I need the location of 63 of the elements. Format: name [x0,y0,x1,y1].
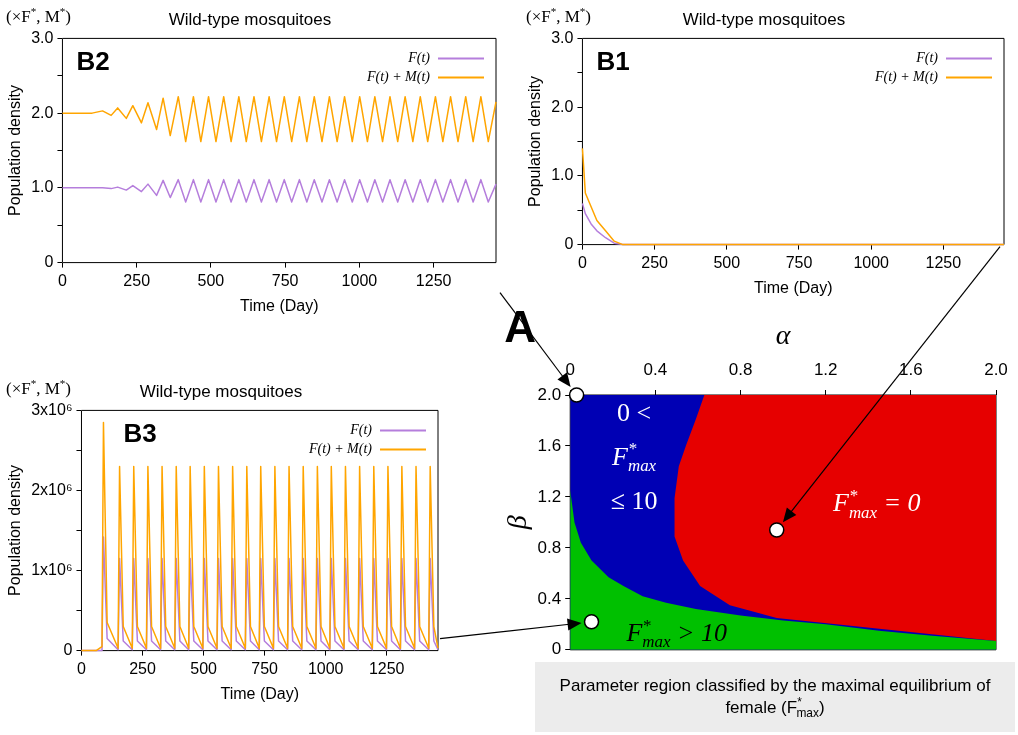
chart-title: Wild-type mosquitoes [139,381,303,401]
y-tick-label: 0 [564,235,574,253]
x-tick-label: 1250 [368,659,405,677]
legend-label: F(t) [915,50,939,67]
y-tick-label: 3.0 [551,28,574,46]
y-tick-label: 1.6 [537,435,562,455]
y-tick-label: 3x10⁶ [31,400,73,418]
x-tick-label: 750 [251,659,279,677]
y-tick-label: 2.0 [551,97,574,115]
y-tick-label: 0.8 [537,537,562,557]
x-tick-label: 250 [123,271,151,289]
annotation: B1 [596,46,630,77]
x-tick-label: 500 [190,659,218,677]
y-tick-label: 1x10⁶ [31,560,73,578]
x-axis-title: Time (Day) [220,684,299,702]
legend-label: F(t) + M(t) [365,69,431,86]
x-tick-label: 1000 [307,659,344,677]
legend-label: F(t) + M(t) [873,69,939,86]
y-tick-label: 0 [551,639,562,659]
x-tick-label: 0 [577,253,587,271]
x-axis-title: Time (Day) [239,296,319,314]
y-tick-label: 3.0 [31,28,54,46]
y-tick-label: 0.4 [537,588,562,608]
y-axis-title: Population density [526,76,544,207]
y-tick-label: 0 [63,641,73,659]
legend-label: F(t) + M(t) [307,441,373,458]
x-tick-label: 750 [271,271,299,289]
y-tick-label: 2x10⁶ [31,480,73,498]
x-tick-label: 1.6 [899,360,923,380]
annotation: B3 [123,418,157,449]
annotation: B2 [76,46,110,77]
y-axis-title: Population density [6,85,24,216]
x-tick-label: 1000 [341,271,378,289]
x-tick-label: 750 [785,253,813,271]
x-tick-label: 1000 [853,253,890,271]
x-tick-label: 500 [197,271,225,289]
y-tick-label: 1.0 [31,178,54,196]
legend-label: F(t) [349,422,373,439]
x-tick-label: 1.2 [813,360,838,380]
legend-label: F(t) [407,50,431,67]
x-tick-label: 1250 [925,253,962,271]
text: (×F*, M*) [526,5,592,26]
x-tick-label: 0.4 [643,360,668,380]
x-tick-label: 0 [77,659,87,677]
x-axis-title: Time (Day) [753,278,833,296]
x-tick-label: 250 [129,659,156,677]
x-tick-label: 1250 [415,271,452,289]
x-tick-label: 2.0 [984,360,1008,380]
x-axis-title: α [775,319,792,351]
chart-title: Wild-type mosquitoes [682,9,846,29]
y-axis-title: β [501,515,533,531]
x-tick-label: 0.8 [728,360,753,380]
x-tick-label: 250 [641,253,669,271]
y-tick-label: 2.0 [537,384,562,404]
y-tick-label: 2.0 [31,103,54,121]
text: (×F*, M*) [6,5,72,26]
text: Parameter region classified by the maximal equilibrium of female (F$^{*}$$_{max}$) [558,674,992,721]
y-axis-title: Population density [6,465,24,596]
x-tick-label: 500 [713,253,741,271]
chart-title: Wild-type mosquitoes [168,9,332,29]
y-tick-label: 1.0 [551,166,574,184]
text: (×F*, M*) [6,377,72,398]
y-tick-label: 1.2 [537,486,562,506]
